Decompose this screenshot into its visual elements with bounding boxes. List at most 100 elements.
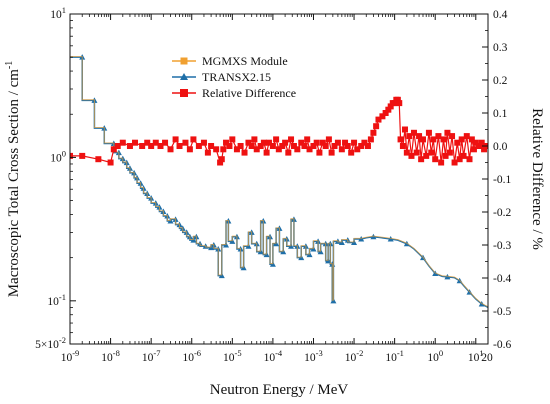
point-reldiff [325, 136, 332, 143]
point-reldiff [301, 143, 308, 149]
point-reldiff [451, 159, 458, 166]
y-right-tick-label: -0.3 [493, 240, 511, 252]
point-reldiff [478, 139, 485, 146]
point-reldiff [70, 152, 73, 159]
point-reldiff [367, 136, 374, 143]
y-right-tick-label: -0.2 [493, 207, 511, 219]
point-reldiff [351, 139, 358, 146]
point-reldiff [298, 139, 305, 146]
point-reldiff [310, 143, 317, 149]
point-reldiff [226, 143, 233, 149]
point-reldiff [217, 159, 224, 166]
y-left-tick-label: 101 [50, 5, 66, 21]
point-reldiff [463, 133, 470, 140]
point-reldiff [275, 146, 282, 153]
legend-marker-transx [180, 73, 188, 80]
point-reldiff [370, 129, 377, 136]
point-reldiff [401, 126, 408, 133]
point-reldiff [432, 156, 439, 163]
point-reldiff [306, 146, 313, 153]
point-reldiff [468, 136, 475, 143]
point-reldiff [245, 139, 252, 146]
y-right-tick-label: -0.5 [493, 306, 511, 318]
point-reldiff [358, 143, 365, 149]
point-reldiff [438, 159, 445, 166]
y-right-tick-label: 0.1 [493, 108, 508, 120]
point-reldiff [481, 146, 488, 153]
y-left-tick-label: 10-1 [47, 292, 66, 308]
point-reldiff [391, 100, 398, 107]
x-axis: 10-9 10-8 10-7 10-6 10-5 10-4 10-3 10-2 10-1 100 1… [61, 14, 493, 364]
x-tick-label: 10-1 [385, 348, 404, 364]
legend-item-reldiff: Relative Difference [172, 86, 296, 100]
point-reldiff [419, 136, 426, 143]
legend-marker-reldiff [180, 89, 188, 97]
point-reldiff [396, 100, 403, 107]
point-reldiff [144, 139, 151, 146]
point-reldiff [195, 143, 202, 149]
legend: MGMXS Module TRANSX2.15 Relative Differe… [172, 54, 296, 100]
y-right-axis: 0.4 0.3 0.2 0.1 0.0 -0.1 -0.2 -0.3 -0.4 -0.5 -0.6 [482, 9, 511, 351]
point-reldiff [220, 146, 227, 153]
point-reldiff [425, 129, 432, 136]
point-reldiff [322, 143, 329, 149]
point-reldiff [260, 139, 267, 146]
point-reldiff [190, 136, 197, 143]
y-right-tick-label: 0.3 [493, 42, 508, 54]
x-tick-label: 10-2 [345, 348, 364, 364]
point-reldiff [79, 152, 86, 159]
point-reldiff [403, 149, 410, 156]
point-reldiff [416, 133, 423, 140]
point-reldiff [446, 149, 453, 156]
point-reldiff [248, 143, 255, 149]
point-reldiff [354, 146, 361, 153]
legend-label-mgmxs: MGMXS Module [202, 54, 288, 68]
point-reldiff [204, 149, 211, 156]
y-left-tick-label: 5×10-2 [35, 335, 66, 351]
point-reldiff [288, 136, 295, 143]
x-tick-label: 100 [427, 348, 443, 364]
point-reldiff [406, 133, 413, 140]
legend-marker-mgmxs [180, 57, 188, 65]
point-reldiff [449, 133, 456, 140]
point-reldiff [430, 136, 437, 143]
point-reldiff [290, 143, 297, 149]
point-reldiff [458, 136, 465, 143]
point-reldiff [157, 143, 164, 149]
y-left-axis: 101 100 10-1 5×10-2 [35, 5, 76, 351]
point-reldiff [418, 156, 425, 163]
point-reldiff [167, 146, 174, 153]
x-tick-label: 10-8 [101, 348, 120, 364]
point-reldiff [110, 146, 117, 153]
y-right-tick-label: -0.6 [493, 339, 511, 351]
point-reldiff [294, 146, 301, 153]
point-reldiff [182, 139, 189, 146]
x-tick-label: 20 [481, 352, 493, 364]
point-reldiff [397, 136, 404, 143]
point-reldiff [470, 146, 477, 153]
point-reldiff [442, 152, 449, 159]
point-reldiff [379, 113, 386, 120]
point-reldiff [413, 149, 420, 156]
point-reldiff [410, 129, 417, 136]
point-reldiff [282, 139, 289, 146]
point-reldiff [237, 143, 244, 149]
point-reldiff [364, 143, 371, 149]
point-reldiff [95, 156, 102, 163]
point-reldiff [162, 139, 169, 146]
point-reldiff [316, 149, 323, 156]
point-reldiff [440, 136, 447, 143]
point-reldiff [218, 156, 225, 163]
point-reldiff [428, 149, 435, 156]
point-reldiff [200, 139, 207, 146]
point-reldiff [152, 139, 159, 146]
point-reldiff [375, 116, 382, 123]
point-reldiff [114, 143, 121, 149]
point-reldiff [361, 139, 368, 146]
point-reldiff [253, 146, 260, 153]
point-reldiff [344, 143, 351, 149]
point-reldiff [399, 143, 406, 149]
x-axis-title: Neutron Energy / MeV [210, 382, 349, 398]
legend-item-mgmxs: MGMXS Module [172, 54, 288, 68]
